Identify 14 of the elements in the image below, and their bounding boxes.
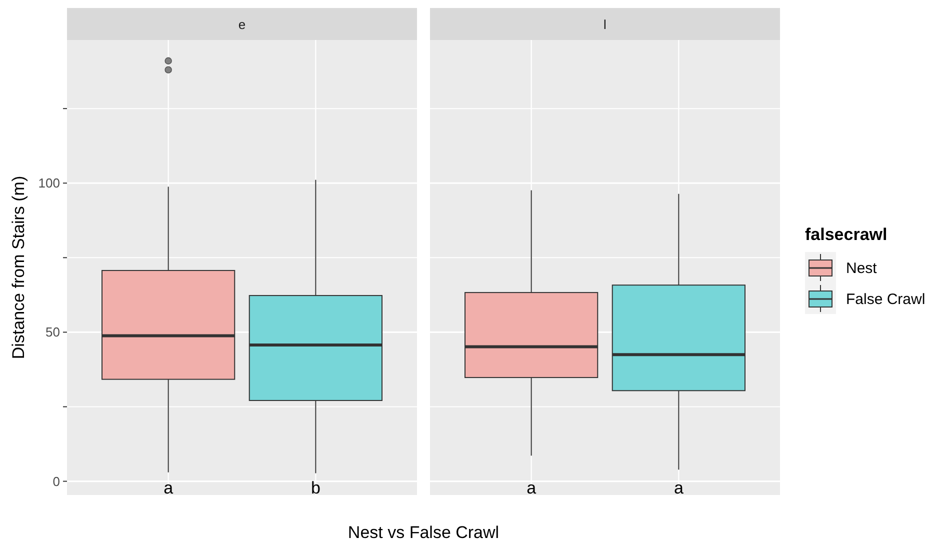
annotation: a — [526, 478, 537, 498]
annotation: b — [310, 478, 320, 498]
legend-title: falsecrawl — [805, 225, 888, 244]
y-tick-label: 100 — [38, 176, 60, 191]
legend-label: Nest — [846, 260, 878, 277]
x-tick-label: l — [604, 17, 607, 32]
x-axis-title: Nest vs False Crawl — [348, 523, 500, 542]
y-tick-label: 50 — [46, 324, 60, 340]
y-tick-label: 0 — [52, 474, 60, 489]
annotation: a — [674, 478, 684, 498]
legend-label: False Crawl — [846, 291, 926, 308]
y-axis-title: Distance from Stairs (m) — [9, 176, 28, 360]
annotation: a — [164, 478, 174, 498]
x-tick-label: e — [238, 17, 246, 32]
